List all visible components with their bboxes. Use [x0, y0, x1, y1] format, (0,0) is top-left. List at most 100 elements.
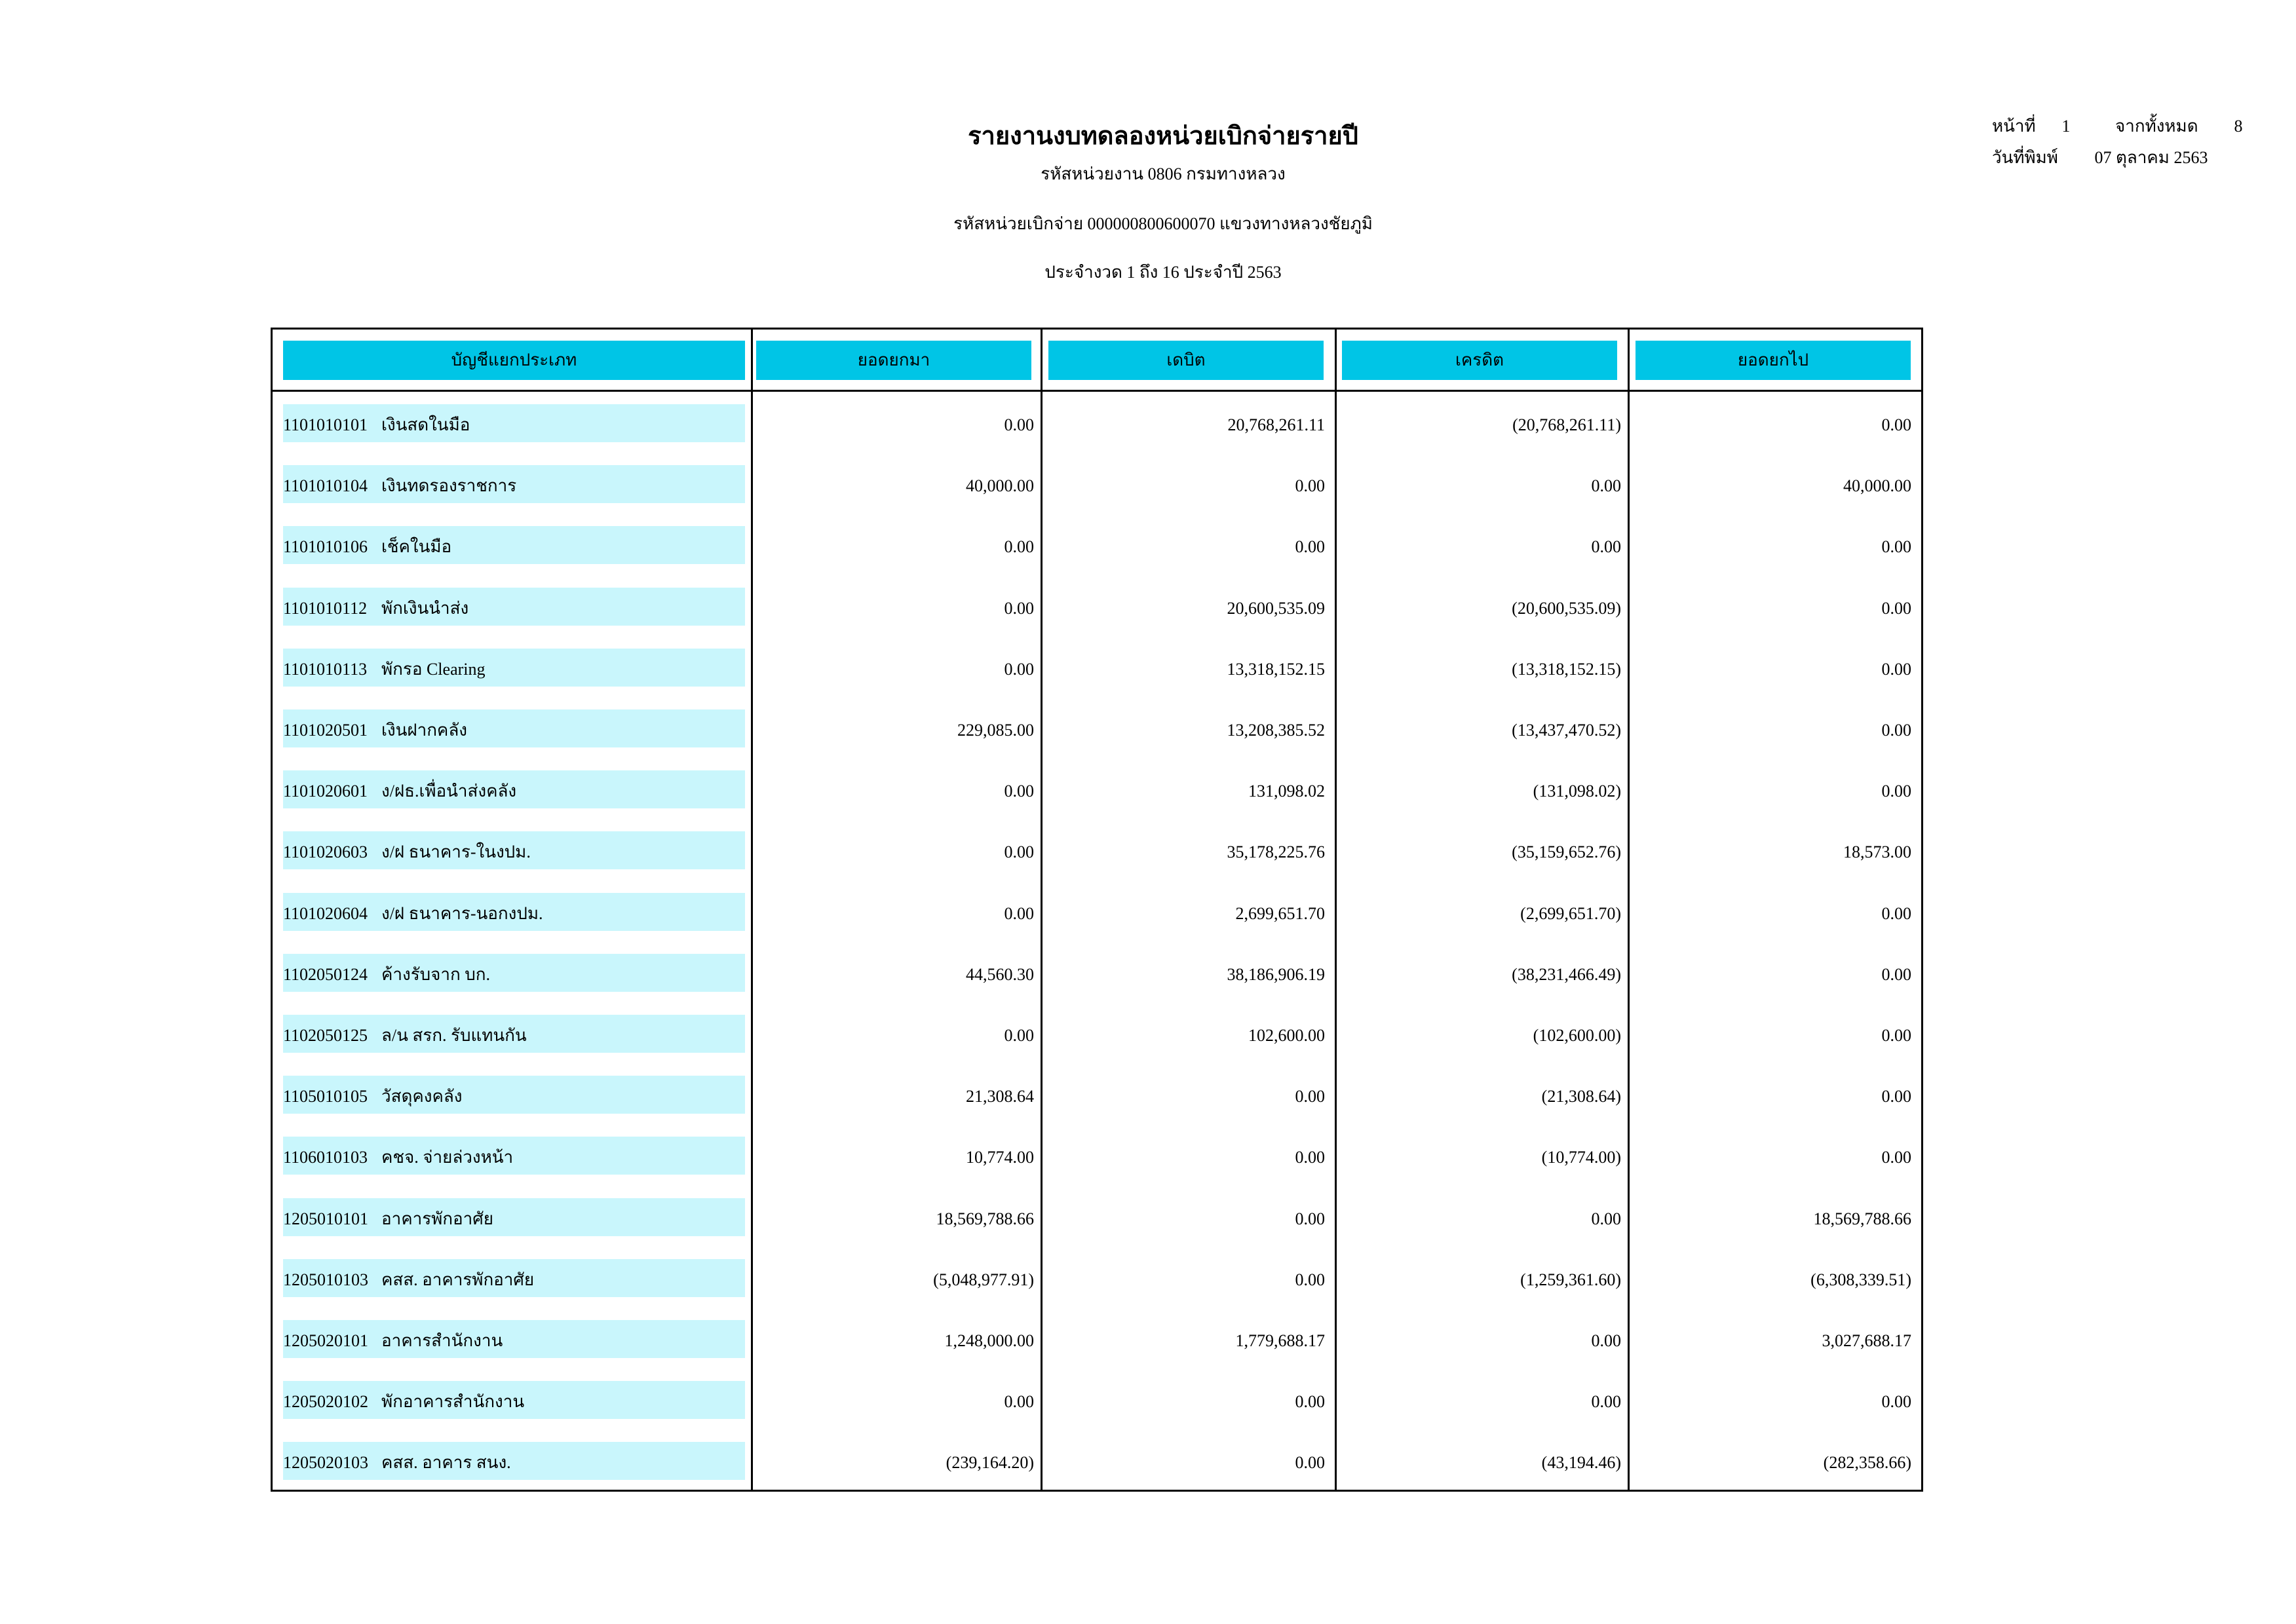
account-cell: 1101020603 ง/ฝ ธนาคาร-ในงปม.: [283, 831, 745, 870]
brought-forward-value: 10,774.00: [966, 1148, 1034, 1167]
column-header-carried-forward: ยอดยกไป: [1636, 341, 1911, 380]
carried-forward-value: 0.00: [1881, 964, 1912, 984]
print-date-label: วันที่พิมพ์: [1992, 148, 2058, 167]
account-cell: 1101020501 เงินฝากคลัง: [283, 709, 745, 747]
brought-forward-value: 0.00: [1004, 415, 1035, 434]
account-name: คชจ. จ่ายล่วงหน้า: [381, 1148, 514, 1167]
account-code: 1101010104: [283, 476, 368, 496]
account-cell: 1205010103 คสส. อาคารพักอาศัย: [283, 1258, 745, 1297]
table-row: 1205020102 พักอาคารสำนักงาน 0.00 0.00 0.00 0.…: [273, 1381, 1921, 1420]
brought-forward-value: 0.00: [1004, 1392, 1035, 1412]
debit-value: 20,768,261.11: [1227, 415, 1325, 434]
account-code: 1205020103: [283, 1453, 368, 1473]
brought-forward-value: 0.00: [1004, 782, 1035, 801]
account-code: 1205020101: [283, 1331, 368, 1350]
agency-code: รหัสหน่วยงาน 0806 กรมทางหลวง: [1041, 164, 1286, 183]
account-code: 1101020603: [283, 842, 368, 862]
column-header-debit: เดบิต: [1048, 341, 1324, 380]
total-pages: 8: [2234, 117, 2243, 136]
account-name: คสส. อาคารพักอาศัย: [381, 1270, 535, 1289]
carried-forward-value: 40,000.00: [1843, 476, 1911, 496]
account-cell: 1101020604 ง/ฝ ธนาคาร-นอกงปม.: [283, 892, 745, 931]
carried-forward-value: 18,569,788.66: [1813, 1209, 1912, 1228]
credit-value: (10,774.00): [1541, 1148, 1621, 1167]
credit-value: (2,699,651.70): [1520, 903, 1621, 923]
account-cell: 1101010113 พักรอ Clearing: [283, 648, 745, 687]
print-date: 07 ตุลาคม 2563: [2094, 148, 2208, 167]
debit-value: 0.00: [1295, 1392, 1326, 1412]
brought-forward-value: (5,048,977.91): [933, 1270, 1034, 1289]
debit-value: 35,178,225.76: [1227, 842, 1326, 862]
credit-value: (102,600.00): [1533, 1026, 1621, 1045]
carried-forward-value: 0.00: [1881, 659, 1912, 679]
table-row: 1101010101 เงินสดในมือ 0.00 20,768,261.11 (2…: [273, 404, 1921, 442]
credit-value: (43,194.46): [1541, 1453, 1621, 1473]
brought-forward-value: 40,000.00: [966, 476, 1034, 496]
brought-forward-value: 0.00: [1004, 1026, 1035, 1045]
print-date-info: วันที่พิมพ์ 07 ตุลาคม 2563: [1992, 144, 2208, 171]
brought-forward-value: 0.00: [1004, 842, 1035, 862]
account-name: อาคารสำนักงาน: [381, 1331, 503, 1350]
account-cell: 1101010112 พักเงินนำส่ง: [283, 587, 745, 626]
debit-value: 0.00: [1295, 476, 1326, 496]
account-code: 1205020102: [283, 1392, 368, 1412]
credit-value: 0.00: [1591, 1209, 1622, 1228]
debit-value: 20,600,535.09: [1227, 598, 1326, 618]
report-title: รายงานงบทดลองหน่วยเบิกจ่ายรายปี: [968, 123, 1358, 150]
brought-forward-value: (239,164.20): [946, 1453, 1034, 1473]
table-row: 1205010103 คสส. อาคารพักอาศัย (5,048,977.9…: [273, 1258, 1921, 1297]
credit-value: 0.00: [1591, 1392, 1622, 1412]
account-cell: 1101020601 ง/ฝธ.เพื่อนำส่งคลัง: [283, 770, 745, 809]
credit-value: (131,098.02): [1533, 782, 1621, 801]
column-header-credit: เครดิต: [1342, 341, 1617, 380]
credit-value: (35,159,652.76): [1512, 842, 1621, 862]
credit-value: (13,318,152.15): [1512, 659, 1621, 679]
debit-value: 0.00: [1295, 1453, 1326, 1473]
account-name: ง/ฝธ.เพื่อนำส่งคลัง: [381, 782, 517, 801]
debit-value: 0.00: [1295, 1087, 1326, 1106]
debit-value: 1,779,688.17: [1235, 1331, 1326, 1350]
account-code: 1105010105: [283, 1087, 368, 1106]
table-row: 1106010103 คชจ. จ่ายล่วงหน้า 10,774.00 0.00…: [273, 1137, 1921, 1175]
credit-value: (13,437,470.52): [1512, 721, 1621, 740]
account-cell: 1205010101 อาคารพักอาศัย: [283, 1198, 745, 1236]
account-name: คสส. อาคาร สนง.: [381, 1453, 511, 1473]
account-cell: 1102050124 ค้างรับจาก บก.: [283, 953, 745, 992]
carried-forward-value: 0.00: [1881, 721, 1912, 740]
table-row: 1105010105 วัสดุคงคลัง 21,308.64 0.00 (21,30…: [273, 1076, 1921, 1114]
account-cell: 1106010103 คชจ. จ่ายล่วงหน้า: [283, 1137, 745, 1175]
debit-value: 0.00: [1295, 1209, 1326, 1228]
debit-value: 131,098.02: [1248, 782, 1325, 801]
account-code: 1106010103: [283, 1148, 368, 1167]
debit-value: 102,600.00: [1248, 1026, 1325, 1045]
column-divider: [1041, 330, 1043, 1490]
account-name: ค้างรับจาก บก.: [381, 964, 490, 984]
table-row: 1101020601 ง/ฝธ.เพื่อนำส่งคลัง 0.00 131,098…: [273, 770, 1921, 809]
account-cell: 1205020103 คสส. อาคาร สนง.: [283, 1442, 745, 1481]
carried-forward-value: 0.00: [1881, 537, 1912, 557]
table-row: 1205020103 คสส. อาคาร สนง. (239,164.20) 0.0…: [273, 1442, 1921, 1481]
debit-value: 0.00: [1295, 1148, 1326, 1167]
table-row: 1102050125 ล/น สรก. รับแทนกัน 0.00 102,600.…: [273, 1015, 1921, 1053]
account-code: 1101010101: [283, 415, 368, 434]
table-row: 1101010106 เช็คในมือ 0.00 0.00 0.00 0.00: [273, 526, 1921, 565]
page-number: 1: [2061, 117, 2071, 136]
account-code: 1102050125: [283, 1026, 368, 1045]
account-cell: 1105010105 วัสดุคงคลัง: [283, 1076, 745, 1114]
debit-value: 13,208,385.52: [1227, 721, 1326, 740]
account-name: อาคารพักอาศัย: [381, 1209, 494, 1228]
table-row: 1205010101 อาคารพักอาศัย 18,569,788.66 0.00…: [273, 1198, 1921, 1236]
table-row: 1101020501 เงินฝากคลัง 229,085.00 13,208,38…: [273, 709, 1921, 747]
credit-value: (20,600,535.09): [1512, 598, 1621, 618]
table-row: 1101020604 ง/ฝ ธนาคาร-นอกงปม. 0.00 2,699,65…: [273, 892, 1921, 931]
account-name: ง/ฝ ธนาคาร-นอกงปม.: [381, 903, 543, 923]
credit-value: (38,231,466.49): [1512, 964, 1621, 984]
table-row: 1101010104 เงินทดรองราชการ 40,000.00 0.00 0.…: [273, 465, 1921, 504]
account-name: เงินทดรองราชการ: [381, 476, 517, 496]
report-period: ประจำงวด 1 ถึง 16 ประจำปี 2563: [1044, 263, 1282, 282]
disbursing-unit-code: รหัสหน่วยเบิกจ่าย 000000800600070 แขวงทา…: [953, 214, 1373, 233]
table-row: 1101010112 พักเงินนำส่ง 0.00 20,600,535.09 (…: [273, 587, 1921, 626]
brought-forward-value: 1,248,000.00: [944, 1331, 1035, 1350]
debit-value: 0.00: [1295, 1270, 1326, 1289]
debit-value: 0.00: [1295, 537, 1326, 557]
